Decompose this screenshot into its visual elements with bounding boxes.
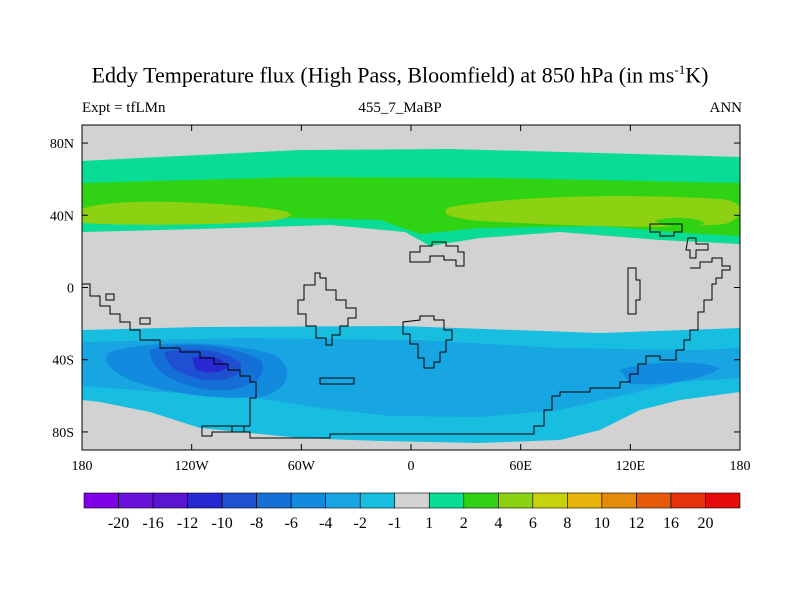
axes-layer: 180 120W 60W 0 60E 120E 180 80N 40N 0 40S 80S bbox=[50, 125, 751, 474]
coastline-south-america bbox=[297, 272, 357, 346]
y-tick-label: 80N bbox=[50, 137, 74, 152]
colorbar-level-label: 16 bbox=[663, 515, 679, 532]
chart-title: Eddy Temperature flux (High Pass, Bloomf… bbox=[91, 62, 709, 88]
colorbar-swatch bbox=[221, 492, 257, 509]
colorbar-level-label: 12 bbox=[628, 515, 644, 532]
x-tick-label: 180 bbox=[730, 459, 751, 474]
contour-sh-darkblue-core bbox=[192, 356, 228, 373]
colorbar-level-label: 1 bbox=[425, 515, 433, 532]
run-id-label: 455_7_MaBP bbox=[358, 100, 442, 116]
colorbar-level-label: -4 bbox=[319, 515, 332, 532]
season-label: ANN bbox=[709, 100, 743, 116]
coastline-japan-box bbox=[649, 223, 683, 237]
colorbar-level-label: -16 bbox=[142, 515, 163, 532]
colorbar-swatch bbox=[290, 492, 326, 509]
colorbar-swatch bbox=[428, 492, 465, 509]
colorbar-swatch bbox=[705, 492, 741, 509]
colorbar-level-label: -6 bbox=[284, 515, 297, 532]
colorbar-swatch bbox=[359, 492, 396, 509]
x-tick-label: 120W bbox=[175, 459, 210, 474]
coastline-eurasia-south bbox=[409, 241, 465, 267]
x-tick-label: 120E bbox=[616, 459, 646, 474]
colorbar-level-label: -8 bbox=[250, 515, 263, 532]
colorbar-level-label: -10 bbox=[211, 515, 232, 532]
y-tick-label: 80S bbox=[52, 426, 74, 441]
y-tick-label: 40S bbox=[52, 354, 74, 369]
contour-fill-layer bbox=[82, 149, 740, 443]
coastline-island-4 bbox=[139, 317, 151, 325]
colorbar-swatch bbox=[325, 492, 361, 509]
colorbar-swatch bbox=[670, 492, 706, 509]
coastline-australia-pacific bbox=[82, 257, 731, 439]
coastline-africa bbox=[402, 315, 453, 369]
colorbar-swatch bbox=[463, 492, 499, 509]
colorbar-level-label: 20 bbox=[697, 515, 713, 532]
contour-sh-blue-east bbox=[620, 362, 720, 385]
colorbar-swatch bbox=[118, 492, 154, 509]
colorbar-level-label: -20 bbox=[108, 515, 129, 532]
colorbar-level-label: -1 bbox=[388, 515, 401, 532]
x-tick-label: 60W bbox=[288, 459, 316, 474]
x-tick-label: 60E bbox=[509, 459, 532, 474]
x-tick-label: 180 bbox=[72, 459, 93, 474]
colorbar-level-label: -12 bbox=[177, 515, 198, 532]
colorbar-swatch bbox=[567, 492, 603, 509]
coastline-maritime-asia bbox=[627, 267, 641, 315]
experiment-label: Expt = tfLMn bbox=[82, 100, 166, 116]
colorbar-swatch bbox=[256, 492, 292, 509]
colorbar-swatch bbox=[187, 492, 223, 509]
contour-sh-polar-cyan bbox=[270, 420, 540, 440]
colorbar-swatch bbox=[152, 492, 188, 509]
colorbar-swatch bbox=[394, 492, 430, 509]
colorbar-swatch bbox=[601, 492, 637, 509]
coastlines bbox=[82, 223, 731, 439]
contour-nh-yellowgreen-west bbox=[82, 201, 291, 225]
colorbar-level-label: 8 bbox=[563, 515, 571, 532]
coastline-island-2 bbox=[319, 377, 355, 385]
colorbar-swatch bbox=[636, 492, 672, 509]
coastline-island-1 bbox=[105, 293, 115, 301]
colorbar-level-label: 4 bbox=[494, 515, 502, 532]
coastline-island-3 bbox=[231, 425, 245, 433]
colorbar-swatch bbox=[532, 492, 568, 509]
y-tick-label: 0 bbox=[67, 282, 74, 297]
colorbar: -20 -16 -12 -10 -8 -6 -4 -2 -1 1 2 4 6 8 10 12 16 20 bbox=[83, 492, 741, 532]
colorbar-level-label: 2 bbox=[460, 515, 468, 532]
colorbar-level-label: 6 bbox=[529, 515, 537, 532]
colorbar-level-label: -2 bbox=[354, 515, 367, 532]
colorbar-swatch bbox=[83, 492, 119, 509]
colorbar-swatch bbox=[498, 492, 534, 509]
colorbar-level-label: 10 bbox=[594, 515, 610, 532]
coastline-east-asia bbox=[685, 237, 709, 259]
y-tick-label: 40N bbox=[50, 209, 74, 224]
x-tick-label: 0 bbox=[408, 459, 415, 474]
contour-nh-dark-green-spot bbox=[655, 217, 705, 228]
